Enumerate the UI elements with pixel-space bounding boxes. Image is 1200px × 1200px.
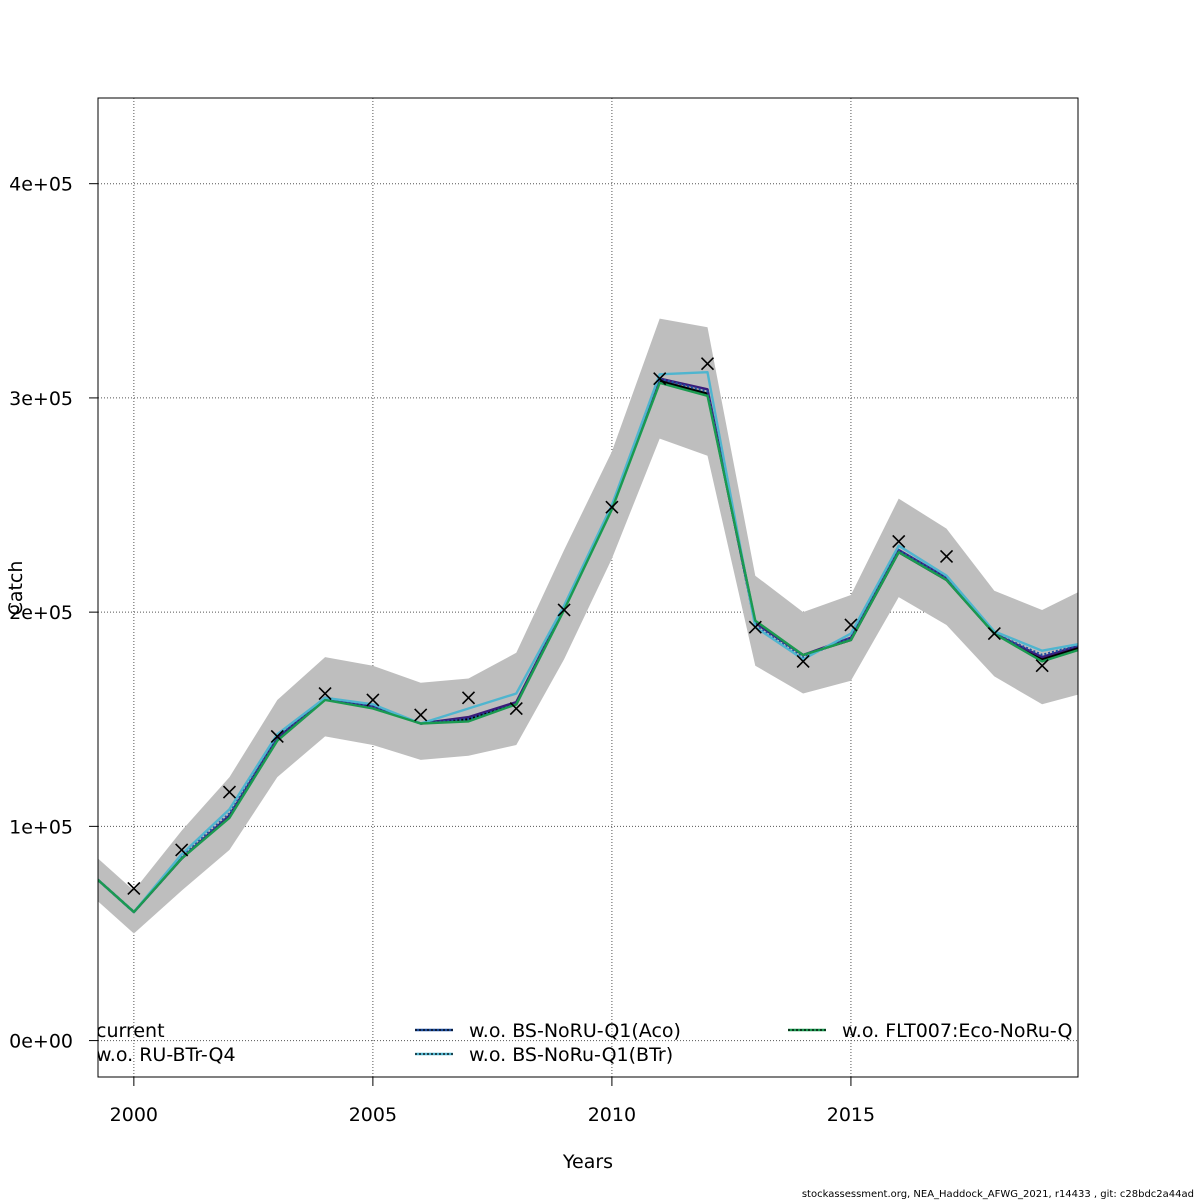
observation-point <box>939 549 954 564</box>
observation-point <box>748 620 762 634</box>
observation-point <box>987 626 1001 641</box>
y-axis: 0e+00 1e+05 2e+05 3e+05 4e+05 <box>9 174 98 1053</box>
observation-point <box>509 701 523 716</box>
observation-point <box>366 693 380 707</box>
legend-entry: w.o. FLT007:Eco-NoRu-Q <box>788 1020 1072 1042</box>
observation-point <box>557 603 571 617</box>
observation-point <box>414 708 428 722</box>
y-axis-title: Catch <box>5 561 27 616</box>
x-tick-label: 2010 <box>588 1104 636 1126</box>
legend-entry: w.o. RU-BTr-Q4 <box>96 1044 236 1066</box>
series-line-2 <box>98 377 1078 914</box>
observation-point <box>1035 659 1049 673</box>
observation-point <box>844 618 858 632</box>
legend-label: w.o. BS-NoRu-Q1(BTr) <box>469 1044 673 1066</box>
observation-point <box>796 654 810 668</box>
observation-point <box>653 372 667 386</box>
observation-point <box>127 881 141 896</box>
grid <box>98 98 1078 1077</box>
observation-point <box>605 500 619 514</box>
x-axis-title: Years <box>562 1151 613 1173</box>
series-line-4 <box>98 381 1078 914</box>
observation-point <box>270 729 284 743</box>
observation-point <box>222 785 237 799</box>
y-tick-label: 2e+05 <box>9 602 73 624</box>
x-tick-label: 2000 <box>110 1104 158 1126</box>
confidence-band <box>98 318 1078 934</box>
observation-point <box>700 357 715 371</box>
x-tick-label: 2015 <box>827 1104 875 1126</box>
legend-label: current <box>96 1020 165 1042</box>
x-axis: 2000 2005 2010 2015 <box>110 1077 875 1126</box>
series-line-3 <box>98 371 1078 914</box>
series-lines-group <box>98 371 1078 914</box>
legend-label: w.o. RU-BTr-Q4 <box>96 1044 236 1066</box>
y-tick-label: 3e+05 <box>9 388 73 410</box>
plot-frame <box>97 97 1079 1078</box>
legend-label: w.o. BS-NoRU-Q1(Aco) <box>469 1020 681 1042</box>
y-tick-label: 1e+05 <box>9 816 73 838</box>
observations-group <box>127 357 1049 896</box>
x-tick-label: 2005 <box>349 1104 397 1126</box>
y-tick-label: 4e+05 <box>9 174 73 196</box>
legend-label: w.o. FLT007:Eco-NoRu-Q <box>842 1020 1072 1042</box>
footer-credit: stockassessment.org, NEA_Haddock_AFWG_20… <box>802 1189 1194 1200</box>
legend-entry: w.o. BS-NoRU-Q1(Aco) <box>415 1020 681 1042</box>
observation-point <box>892 534 906 549</box>
y-tick-label: 0e+00 <box>9 1031 73 1053</box>
legend-entry: current <box>96 1020 165 1042</box>
observation-point <box>175 843 189 857</box>
observation-point <box>318 686 332 701</box>
legend-entry: w.o. BS-NoRu-Q1(BTr) <box>415 1044 673 1066</box>
confidence-band-group <box>98 318 1078 934</box>
observation-point <box>461 691 476 705</box>
